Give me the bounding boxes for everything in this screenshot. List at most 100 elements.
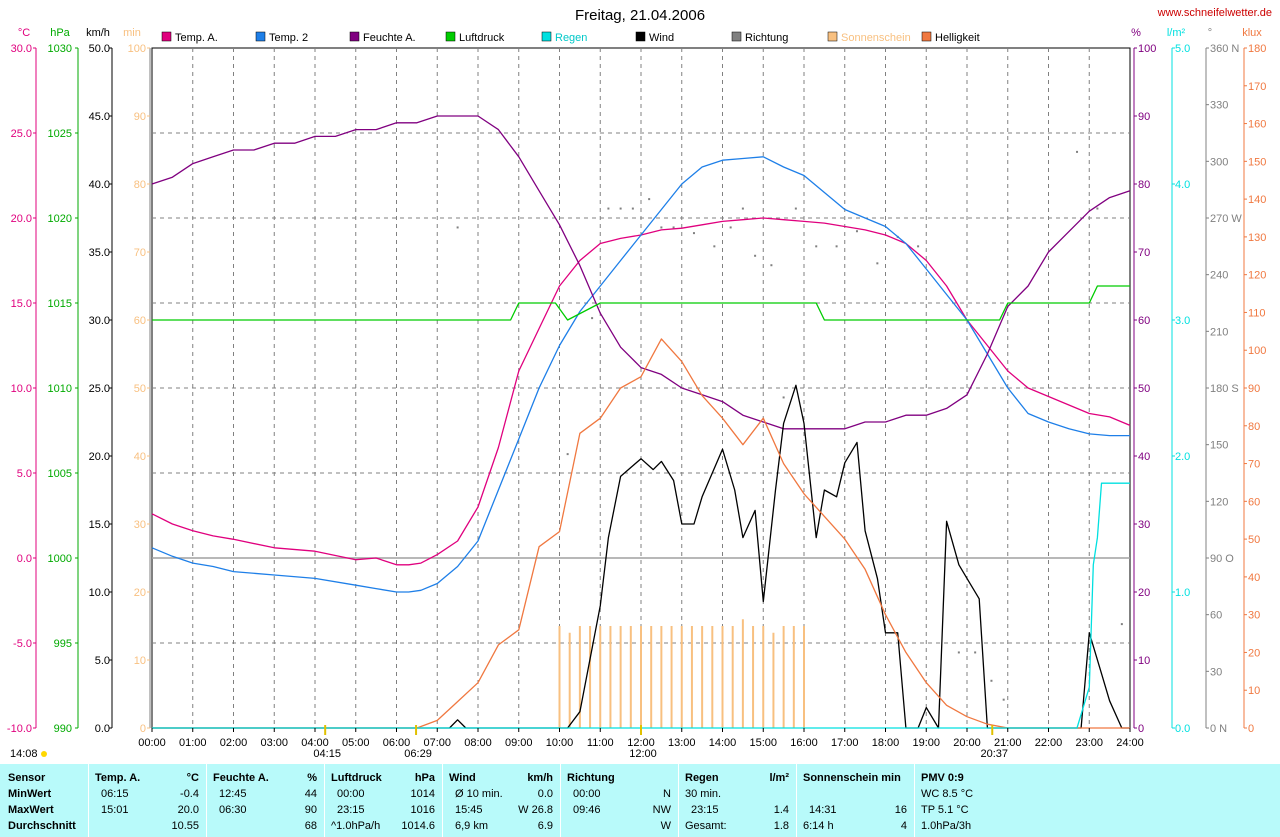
direction-point <box>1096 207 1099 210</box>
sunmin-tick-label: 80 <box>134 179 146 191</box>
direction-point <box>660 226 663 229</box>
wind-distance: 6,9 km <box>455 820 489 832</box>
sunshine-max-time: 14:31 <box>809 804 837 816</box>
x-tick-label: 18:00 <box>872 737 900 749</box>
direction-tick-label: 330 <box>1210 100 1228 112</box>
direction-point <box>835 245 838 248</box>
wind-tick-label: 30.0 <box>89 315 110 327</box>
light-tick-label: 160 <box>1248 119 1266 131</box>
humidity-tick-label: 60 <box>1138 315 1150 327</box>
light-tick-label: 20 <box>1248 647 1260 659</box>
x-tick-label: 06:00 <box>383 737 411 749</box>
pressure-min-value: 1014 <box>410 788 435 800</box>
temp-tick-label: -5.0 <box>13 638 32 650</box>
humidity-axis-unit: % <box>1131 27 1141 39</box>
x-tick-label: 21:00 <box>994 737 1022 749</box>
pressure-tick-label: 1030 <box>48 43 72 55</box>
direction-point <box>456 226 459 229</box>
legend-label: Wind <box>649 32 674 44</box>
sunshine-title: Sonnenschein min <box>803 772 901 784</box>
row-min-label: MinWert <box>8 788 52 800</box>
wind-avg-value: 6.9 <box>537 820 553 832</box>
humidity-tick-label: 10 <box>1138 655 1150 667</box>
x-tick-label: 12:00 <box>627 737 655 749</box>
light-tick-label: 110 <box>1248 307 1266 319</box>
light-tick-label: 150 <box>1248 156 1266 168</box>
legend-swatch <box>541 31 552 42</box>
wind-tick-label: 50.0 <box>89 43 110 55</box>
temp-tick-label: 15.0 <box>11 298 32 310</box>
direction-min-time: 00:00 <box>573 788 601 800</box>
legend-swatch <box>921 31 932 42</box>
pressure-avg-value: 1014.6 <box>401 820 435 832</box>
marker-label: 04:15 <box>313 748 341 760</box>
direction-max-value: NW <box>652 804 671 816</box>
sunshine-total: 6:14 h <box>803 820 834 832</box>
direction-tick-label: 30 <box>1210 666 1222 678</box>
rain-interval: 30 min. <box>685 788 722 800</box>
legend-label: Temp. A. <box>175 32 218 44</box>
direction-point <box>754 254 757 257</box>
wind-max-time: 15:45 <box>455 804 483 816</box>
series-feuchte-a- <box>151 115 1131 430</box>
legend-label: Sonnenschein <box>841 32 911 44</box>
direction-point <box>782 396 785 399</box>
website-link[interactable]: www.schneifelwetter.de <box>1157 7 1272 19</box>
light-tick-label: 10 <box>1248 685 1260 697</box>
series-helligkeit <box>152 338 1130 729</box>
x-axis: 00:00 01:00 02:00 03:00 04:00 05:00 06:00 07:00… <box>10 725 1144 760</box>
direction-tick-label: 270 W <box>1210 213 1242 225</box>
direction-point <box>729 226 732 229</box>
direction-point <box>1002 698 1005 701</box>
humidity-max-value: 90 <box>304 804 317 816</box>
direction-point <box>672 226 675 229</box>
direction-tick-label: 210 <box>1210 326 1228 338</box>
chart-grid <box>151 47 1131 729</box>
statistics-footer: Sensor MinWert MaxWert Durchschnitt Temp… <box>0 764 1280 837</box>
humidity-title: Feuchte A. <box>213 772 269 784</box>
footer-sensor: Sensor MinWert MaxWert Durchschnitt <box>0 764 88 837</box>
light-tick-label: 130 <box>1248 232 1266 244</box>
legend-label: Regen <box>555 32 587 44</box>
pressure-min-time: 00:00 <box>337 788 365 800</box>
sunmin-tick-label: 10 <box>134 655 146 667</box>
direction-point <box>1076 150 1079 153</box>
pressure-tick-label: 995 <box>54 638 72 650</box>
x-tick-label: 09:00 <box>505 737 533 749</box>
sunmin-tick-label: 20 <box>134 587 146 599</box>
humidity-min-value: 44 <box>304 788 317 800</box>
light-tick-label: 30 <box>1248 610 1260 622</box>
temp-tick-label: 30.0 <box>11 43 32 55</box>
rain-axis-unit: l/m² <box>1167 27 1186 39</box>
humidity-max-time: 06:30 <box>219 804 247 816</box>
sunmin-tick-label: 50 <box>134 383 146 395</box>
x-tick-label: 10:00 <box>546 737 574 749</box>
temp-tick-label: 20.0 <box>11 213 32 225</box>
pmv-pressure-trend: 1.0hPa/3h <box>921 820 972 832</box>
rain-max-time: 23:15 <box>691 804 719 816</box>
humidity-avg-value: 68 <box>304 820 317 832</box>
direction-title: Richtung <box>567 772 615 784</box>
footer-pmv: PMV 0:9 WC 8.5 °C TP 5.1 °C 1.0hPa/3h <box>914 764 1280 837</box>
footer-direction: Richtung 00:00 N 09:46 NW W <box>560 764 679 837</box>
row-max-label: MaxWert <box>8 804 54 816</box>
sunmin-tick-label: 90 <box>134 111 146 123</box>
pressure-max-value: 1016 <box>410 804 435 816</box>
series-wind <box>152 384 1130 729</box>
temp-max-value: 20.0 <box>177 804 199 816</box>
wind-tick-label: 40.0 <box>89 179 110 191</box>
rain-tick-label: 5.0 <box>1175 43 1190 55</box>
x-tick-label: 17:00 <box>831 737 859 749</box>
wind-tick-label: 20.0 <box>89 451 110 463</box>
light-tick-label: 60 <box>1248 496 1260 508</box>
legend-label: Richtung <box>745 32 788 44</box>
footer-temp: Temp. A. °C 06:15 -0.4 15:01 20.0 10.55 <box>88 764 207 837</box>
direction-point <box>566 453 569 456</box>
light-tick-label: 0 <box>1248 723 1254 735</box>
direction-point <box>815 245 818 248</box>
rain-total-label: Gesamt: <box>685 820 727 832</box>
light-tick-label: 180 <box>1248 43 1266 55</box>
x-tick-label: 19:00 <box>912 737 940 749</box>
chart-legend: Temp. A. Temp. 2 Feuchte A. Luftdruck Regen W… <box>161 31 980 44</box>
direction-min-value: N <box>663 788 671 800</box>
